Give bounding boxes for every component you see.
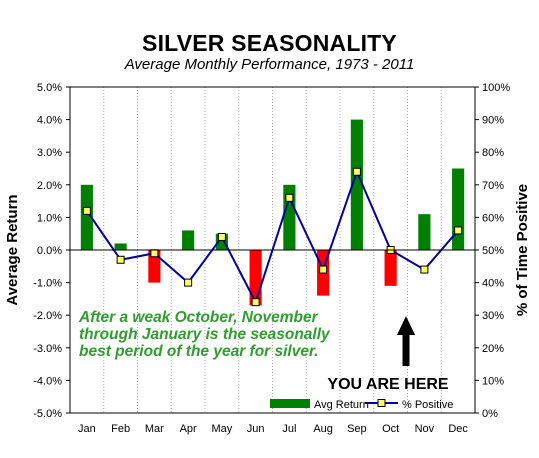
point-jul	[285, 193, 294, 202]
point-sep	[352, 167, 361, 176]
x-tick-label: Nov	[415, 423, 435, 435]
x-tick-label: Dec	[448, 423, 468, 435]
legend-label-bar: Avg Return	[314, 399, 369, 411]
bar-feb	[114, 243, 127, 250]
x-tick-label: Jul	[282, 423, 296, 435]
point-may	[217, 232, 226, 241]
annotation-line-3: best period of the year for silver.	[79, 343, 318, 360]
y2-tick-label: 100%	[482, 82, 510, 94]
bar-jun	[249, 250, 262, 306]
annotation: After a weak October, November through J…	[78, 309, 331, 360]
x-tick-label: May	[211, 423, 232, 435]
y-tick-label: 4.0%	[37, 115, 62, 127]
x-tick-label: Aug	[313, 423, 333, 435]
bar-dec	[452, 168, 465, 250]
y2-tick-label: 30%	[482, 310, 504, 322]
legend-swatch-bar	[270, 399, 310, 408]
legend-swatch-marker	[377, 399, 386, 407]
x-tick-label: Jun	[247, 423, 265, 435]
y2-tick-label: 50%	[482, 245, 504, 257]
y-tick-label: 0.0%	[37, 245, 62, 257]
x-tick-label: Jan	[78, 423, 96, 435]
y-tick-label: -5.0%	[33, 408, 62, 420]
bar-jan	[80, 184, 93, 250]
y-tick-label: 3.0%	[37, 147, 62, 159]
y-tick-label: -2.0%	[33, 310, 62, 322]
you-are-here-marker: YOU ARE HERE	[327, 316, 449, 393]
y-tick-label: 1.0%	[37, 212, 62, 224]
y2-tick-label: 70%	[482, 180, 504, 192]
y-tick-label: 5.0%	[37, 82, 62, 94]
y2-tick-label: 10%	[482, 375, 504, 387]
legend: Avg Return % Positive	[270, 399, 453, 411]
up-arrow-icon	[397, 316, 415, 366]
bar-mar	[148, 250, 161, 283]
point-apr	[184, 278, 193, 287]
annotation-line-1: After a weak October, November	[78, 309, 319, 326]
bar-oct	[384, 250, 397, 286]
x-tick-label: Sep	[347, 423, 367, 435]
x-tick-label: Mar	[145, 423, 164, 435]
y-tick-label: -1.0%	[33, 278, 62, 290]
y2-tick-label: 40%	[482, 278, 504, 290]
y2-tick-label: 80%	[482, 147, 504, 159]
bar-sep	[350, 119, 363, 250]
chart-subtitle: Average Monthly Performance, 1973 - 2011	[124, 56, 415, 73]
axes: 5.0% 4.0% 3.0% 2.0% 1.0% 0.0% -1.0% -2.0% -3.0% -…	[33, 82, 510, 435]
point-aug	[319, 265, 328, 274]
y2-axis-label: % of Time Positive	[514, 184, 531, 316]
x-tick-label: Oct	[382, 423, 399, 435]
bar-nov	[418, 214, 431, 250]
y-tick-label: 2.0%	[37, 180, 62, 192]
chart-title: SILVER SEASONALITY	[142, 30, 397, 56]
x-tick-label: Feb	[111, 423, 130, 435]
point-nov	[420, 265, 429, 274]
x-tick-label: Apr	[180, 423, 197, 435]
y-axis-label: Average Return	[4, 194, 21, 305]
y-tick-label: -4.0%	[33, 375, 62, 387]
point-dec	[454, 226, 463, 235]
y2-tick-label: 0%	[482, 408, 498, 420]
axis-labels: Average Return % of Time Positive	[4, 184, 531, 316]
you-are-here-label: YOU ARE HERE	[327, 376, 449, 393]
legend-label-line: % Positive	[402, 399, 453, 411]
point-jun	[251, 298, 260, 307]
y2-tick-label: 90%	[482, 115, 504, 127]
point-feb	[116, 255, 125, 264]
y2-tick-label: 60%	[482, 212, 504, 224]
y-tick-label: -3.0%	[33, 343, 62, 355]
y2-tick-label: 20%	[482, 343, 504, 355]
bar-apr	[182, 230, 195, 250]
annotation-line-2: through January is the seasonally	[79, 326, 331, 343]
point-jan	[82, 206, 91, 215]
point-mar	[150, 249, 159, 258]
